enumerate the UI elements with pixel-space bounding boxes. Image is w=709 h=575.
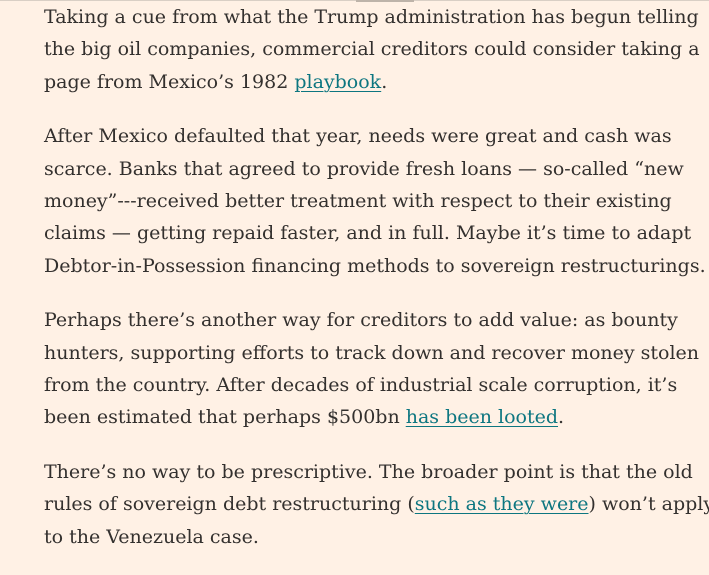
text-line: claims — getting repaid faster, and in f… [44,222,692,245]
text-line: hunters, supporting efforts to track dow… [44,341,700,364]
playbook-link[interactable]: playbook [294,70,382,93]
text-line: There’s no way to be prescriptive. The b… [44,460,693,483]
text-line: After Mexico defaulted that year, needs … [44,125,672,148]
text-line: page from Mexico’s 1982 playbook. [44,66,669,98]
text-line: the big oil companies, commercial credit… [44,38,700,61]
article-paragraph-2: After Mexico defaulted that year, needs … [44,120,706,282]
text-line: scarce. Banks that agreed to provide fre… [44,157,684,180]
text-line: money”---received better treatment with … [44,190,672,213]
text-line: rules of sovereign debt restructuring (s… [44,488,709,520]
text-fragment: . [558,406,565,429]
text-line: been estimated that perhaps $500bn has b… [44,401,669,433]
text-line: Debtor-in-Possession financing methods t… [44,254,706,277]
article-paragraph-4: There’s no way to be prescriptive. The b… [44,456,709,553]
article-paragraph-3: Perhaps there’s another way for creditor… [44,304,700,434]
article-body: Taking a cue from what the Trump adminis… [44,1,709,575]
text-fragment: been estimated that perhaps $500bn [44,406,406,429]
text-fragment: rules of sovereign debt restructuring ( [44,493,415,516]
top-divider [0,0,709,1]
text-line: Taking a cue from what the Trump adminis… [44,6,699,28]
scroll-indicator [356,0,414,2]
article-paragraph-1: Taking a cue from what the Trump adminis… [44,1,700,98]
text-line: Perhaps there’s another way for creditor… [44,309,678,332]
such-as-they-were-link[interactable]: such as they were [414,493,589,516]
text-fragment: . [381,70,388,93]
text-fragment: ) won’t apply [588,493,709,516]
has-been-looted-link[interactable]: has been looted [405,406,559,429]
text-line: from the country. After decades of indus… [44,374,678,397]
text-line: to the Venezuela case. [44,525,259,548]
text-fragment: page from Mexico’s 1982 [44,70,295,93]
